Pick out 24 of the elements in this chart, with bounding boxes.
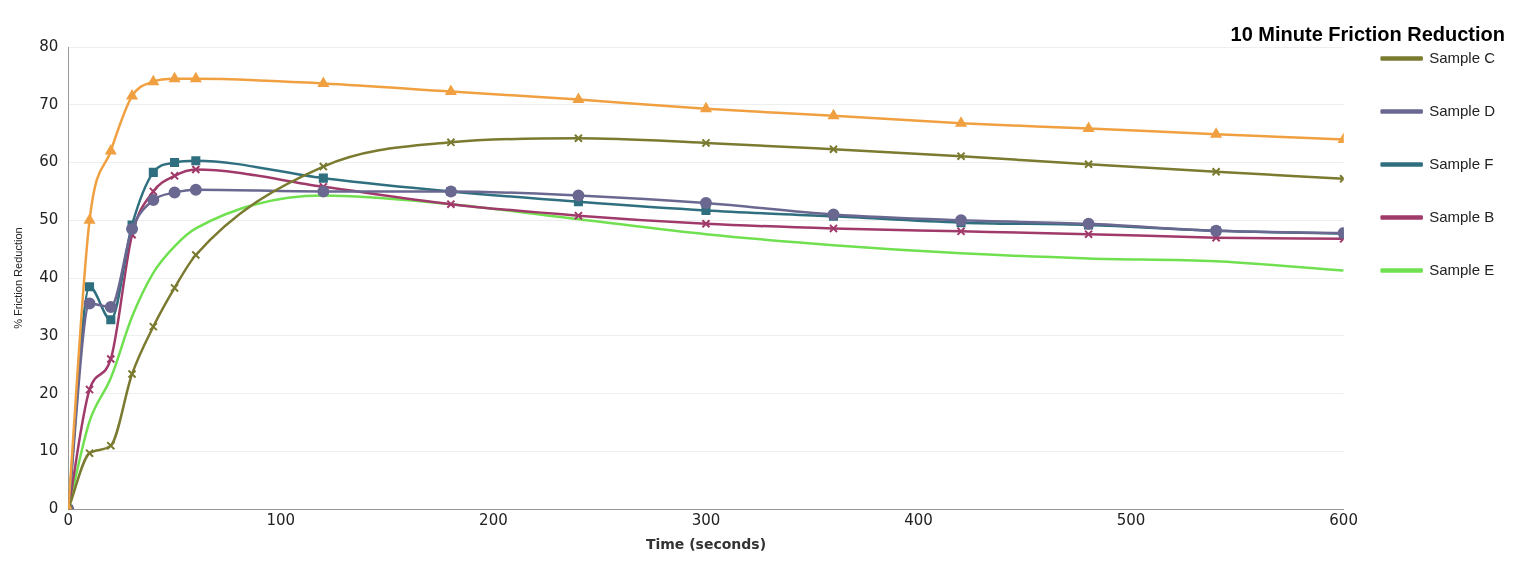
y-tick-label: 10 xyxy=(39,441,59,460)
legend-label: Sample B xyxy=(1429,207,1495,225)
y-tick-label: 60 xyxy=(39,152,59,171)
y-tick-label: 20 xyxy=(39,383,59,402)
y-axis-title: % Friction Reduction xyxy=(11,227,24,329)
x-tick-label: 300 xyxy=(691,511,721,530)
y-tick-label: 40 xyxy=(39,267,59,286)
legend-label: Sample D xyxy=(1429,101,1496,119)
y-tick-label: 30 xyxy=(39,325,59,344)
x-tick-label: 200 xyxy=(479,511,508,530)
legend-label: Sample F xyxy=(1429,154,1494,172)
legend-label: Sample C xyxy=(1429,48,1496,66)
x-tick-label: 100 xyxy=(266,511,296,530)
x-tick-label: 0 xyxy=(63,511,74,530)
y-tick-label: 50 xyxy=(39,210,59,229)
x-axis-title: Time (seconds) xyxy=(645,536,767,553)
y-tick-label: 70 xyxy=(39,94,59,113)
x-tick-label: 400 xyxy=(904,511,933,530)
y-tick-label: 0 xyxy=(48,499,59,518)
y-tick-label: 80 xyxy=(39,36,59,55)
x-tick-label: 500 xyxy=(1116,511,1146,530)
legend-label: Sample E xyxy=(1429,260,1495,278)
chart-title: 10 Minute Friction Reduction xyxy=(1230,22,1505,45)
x-tick-label: 600 xyxy=(1329,511,1358,530)
